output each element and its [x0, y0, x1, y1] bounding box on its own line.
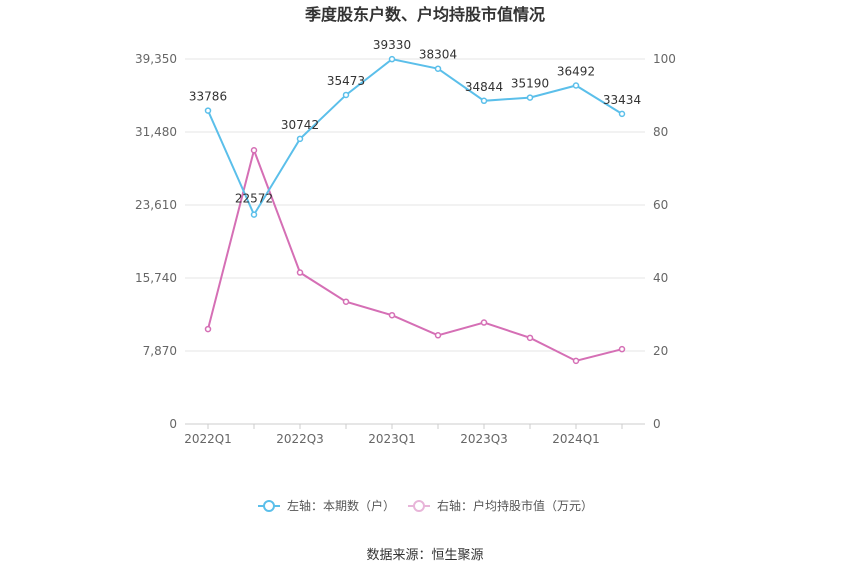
chart-title: 季度股东户数、户均持股市值情况	[304, 5, 545, 24]
data-point-left[interactable]	[434, 65, 442, 72]
right-axis: 0 20 40 60 80 100	[653, 52, 676, 431]
right-tick-label: 40	[653, 271, 668, 285]
left-tick-label: 31,480	[135, 125, 177, 139]
data-point-right[interactable]	[250, 147, 258, 154]
data-label: 36492	[557, 65, 595, 79]
data-point-left[interactable]	[204, 107, 212, 114]
right-tick-label: 100	[653, 52, 676, 66]
right-tick-label: 20	[653, 344, 668, 358]
data-point-right[interactable]	[204, 325, 212, 333]
data-point-right[interactable]	[572, 357, 580, 365]
data-label: 33786	[189, 90, 227, 104]
data-labels: 33786 22572 30742 35473 39330 38304 34844 35190…	[189, 38, 641, 205]
data-point-right[interactable]	[296, 269, 304, 276]
source-note: 数据来源：恒生聚源	[366, 548, 483, 563]
grid	[185, 58, 645, 352]
data-point-right[interactable]	[618, 345, 626, 353]
data-label: 39330	[373, 38, 411, 52]
right-tick-label: 0	[653, 417, 661, 431]
data-point-right[interactable]	[342, 298, 350, 305]
legend: 左轴：本期数（户） 右轴：户均持股市值（万元）	[258, 498, 593, 513]
data-label: 22572	[235, 192, 273, 206]
data-label: 35190	[511, 77, 549, 91]
left-tick-label: 39,350	[135, 52, 177, 66]
left-tick-label: 15,740	[135, 271, 177, 285]
series-group	[204, 55, 626, 365]
left-tick-label: 23,610	[135, 198, 177, 212]
data-point-left[interactable]	[480, 97, 488, 105]
right-tick-label: 60	[653, 198, 668, 212]
data-point-left[interactable]	[618, 110, 626, 118]
x-tick-label: 2023Q3	[460, 432, 508, 446]
x-axis: 2022Q1 2022Q3 2023Q1 2023Q3 2024Q1	[184, 423, 645, 446]
data-label: 30742	[281, 118, 319, 132]
data-label: 38304	[419, 48, 457, 62]
x-tick-label: 2022Q1	[184, 432, 232, 446]
x-tick-label: 2024Q1	[552, 432, 600, 446]
data-point-left[interactable]	[572, 82, 580, 89]
data-point-right[interactable]	[526, 334, 534, 342]
data-point-left[interactable]	[342, 91, 350, 99]
data-point-right[interactable]	[388, 311, 396, 319]
x-tick-label: 2023Q1	[368, 432, 416, 446]
legend-marker-left	[263, 500, 275, 512]
left-tick-label: 0	[169, 417, 177, 431]
legend-item-left-series[interactable]: 左轴：本期数（户）	[258, 498, 395, 513]
data-point-left[interactable]	[388, 55, 396, 63]
legend-label-left: 左轴：本期数（户）	[287, 498, 395, 513]
data-point-right[interactable]	[480, 319, 488, 326]
series-line-right	[207, 146, 623, 362]
data-point-left[interactable]	[526, 94, 534, 101]
legend-item-right-series[interactable]: 右轴：户均持股市值（万元）	[408, 498, 593, 513]
x-tick-label: 2022Q3	[276, 432, 324, 446]
data-label: 35473	[327, 74, 365, 88]
data-point-left[interactable]	[296, 135, 304, 143]
series-line-left	[207, 58, 623, 217]
right-tick-label: 80	[653, 125, 668, 139]
data-label: 33434	[603, 93, 641, 107]
data-point-right[interactable]	[434, 332, 442, 339]
legend-label-right: 右轴：户均持股市值（万元）	[437, 498, 593, 513]
left-axis: 0 7,870 15,740 23,610 31,480 39,350	[135, 52, 177, 431]
legend-marker-right	[413, 500, 425, 512]
data-label: 34844	[465, 80, 503, 94]
data-point-left[interactable]	[250, 211, 258, 218]
left-tick-label: 7,870	[143, 344, 177, 358]
